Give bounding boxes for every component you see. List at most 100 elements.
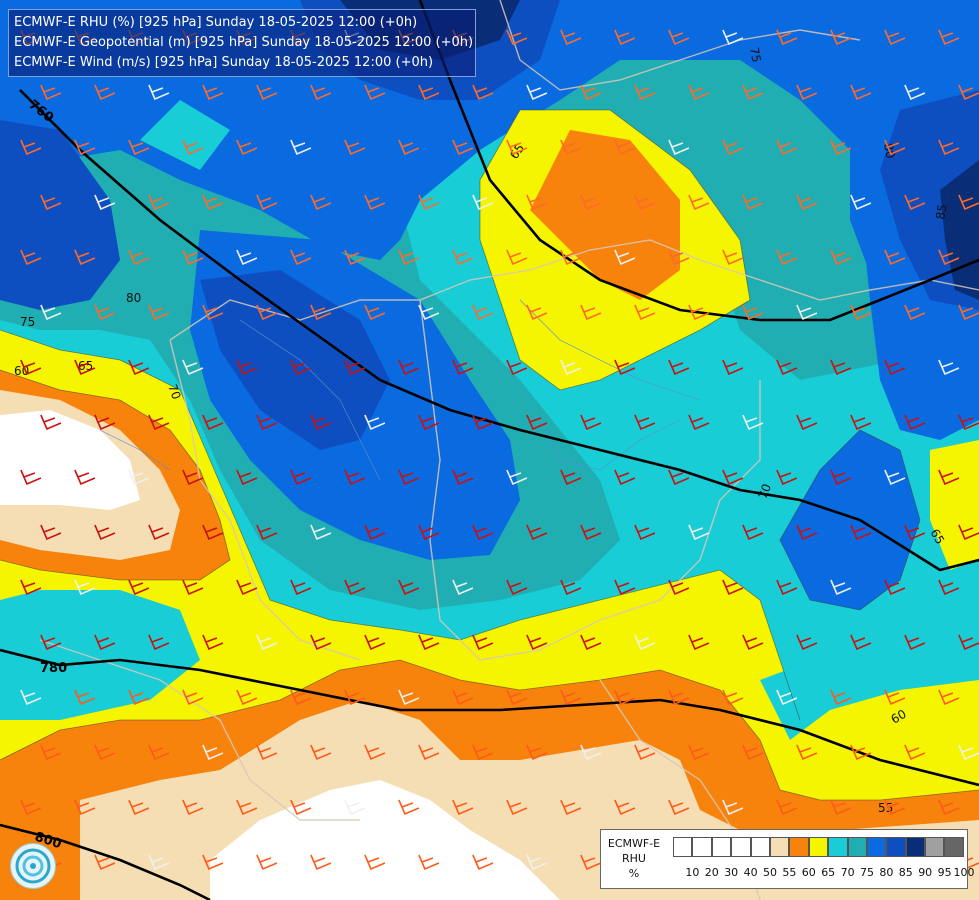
wind-barb-icon: [364, 414, 386, 431]
wind-barb-icon: [958, 414, 979, 431]
wind-barb-icon: [830, 139, 852, 156]
wind-barb-icon: [418, 524, 440, 541]
wind-barb-icon: [256, 414, 278, 431]
rhu-legend: ECMWF-E RHU % 10 20 30 40 50 55 60 65 70 75 80 85 90…: [600, 829, 975, 889]
wind-barb-icon: [526, 524, 548, 541]
wind-barb-icon: [668, 249, 690, 266]
legend-swatch: [789, 837, 809, 857]
wind-barb-icon: [74, 579, 96, 596]
wind-barb-icon: [776, 249, 798, 266]
wind-barb-icon: [310, 524, 332, 541]
legend-swatch: [944, 837, 964, 857]
wind-barb-icon: [256, 304, 278, 321]
legend-tick-label: 10: [685, 866, 700, 879]
legend-tick-label: 55: [782, 866, 797, 879]
wind-barb-icon: [418, 304, 440, 321]
legend-swatch: [711, 837, 732, 857]
wind-barb-icon: [560, 469, 582, 486]
wind-barb-icon: [182, 469, 204, 486]
wind-barb-icon: [796, 194, 818, 211]
wind-barb-icon: [688, 634, 710, 651]
wind-barb-icon: [472, 634, 494, 651]
rhu-contour-label: 75: [747, 46, 763, 63]
wind-barb-icon: [526, 854, 548, 871]
wind-barb-icon: [688, 194, 710, 211]
wind-barb-icon: [830, 359, 852, 376]
wind-barb-icon: [614, 579, 636, 596]
wind-barb-icon: [884, 469, 906, 486]
wind-barb-icon: [398, 689, 420, 706]
wind-barb-icon: [506, 139, 528, 156]
wind-barb-icon: [20, 579, 42, 596]
wind-barb-icon: [614, 469, 636, 486]
country-borders: [39, 0, 979, 900]
wind-barb-icon: [688, 524, 710, 541]
wind-barb-icon: [580, 84, 602, 101]
wind-barb-icon: [472, 854, 494, 871]
wind-barb-icon: [40, 194, 62, 211]
rhu-contour-label: 80: [126, 291, 141, 305]
legend-tick-label: 50: [763, 866, 777, 879]
wind-barb-icon: [884, 799, 906, 816]
wind-barb-icon: [128, 469, 150, 486]
wind-barb-icon: [830, 799, 852, 816]
wind-barb-icon: [580, 414, 602, 431]
wind-barb-icon: [884, 359, 906, 376]
wind-barb-icon: [742, 194, 764, 211]
wind-barb-icon: [722, 689, 744, 706]
wind-barb-icon: [256, 524, 278, 541]
wind-barb-icon: [958, 634, 979, 651]
wind-barb-icon: [634, 84, 656, 101]
wind-barb-icon: [148, 744, 170, 761]
wind-barb-icon: [40, 744, 62, 761]
wind-barb-icon: [580, 744, 602, 761]
wind-barb-icon: [526, 744, 548, 761]
rhu-80-region-east: [780, 430, 920, 610]
wind-barb-icon: [418, 854, 440, 871]
wind-barb-icon: [236, 359, 258, 376]
wind-barb-icon: [742, 524, 764, 541]
wind-barb-icon: [668, 359, 690, 376]
legend-swatch: [769, 837, 790, 857]
wind-barb-icon: [958, 744, 979, 761]
wind-barb-icon: [256, 854, 278, 871]
legend-tick-label: 95: [937, 866, 952, 879]
rhu-50-region-south: [210, 780, 560, 900]
wind-barb-icon: [20, 139, 42, 156]
wind-barb-icon: [344, 689, 366, 706]
wind-barb-icon: [796, 304, 818, 321]
legend-tick-label: 75: [860, 866, 874, 879]
wind-barb-icon: [236, 579, 258, 596]
wind-barb-icon: [310, 194, 332, 211]
wind-barb-icon: [506, 359, 528, 376]
wind-barb-icon: [938, 689, 960, 706]
wind-barb-icon: [452, 469, 474, 486]
wind-barb-icon: [938, 469, 960, 486]
wind-barb-icon: [364, 84, 386, 101]
rhu-60-region-north: [530, 130, 680, 300]
wind-barb-icon: [560, 29, 582, 46]
wind-barb-icon: [344, 249, 366, 266]
wind-barb-icon: [884, 139, 906, 156]
legend-tick-label: 60: [801, 866, 816, 879]
wind-barb-icon: [344, 139, 366, 156]
wind-barb-icon: [830, 469, 852, 486]
wind-barb-icon: [20, 249, 42, 266]
wind-barb-icon: [40, 524, 62, 541]
wind-barb-icon: [722, 29, 744, 46]
legend-title: ECMWF-E RHU %: [603, 836, 665, 881]
wind-barb-icon: [796, 634, 818, 651]
wind-barb-icon: [74, 249, 96, 266]
wind-barb-icon: [236, 139, 258, 156]
wind-barb-icon: [688, 84, 710, 101]
wind-barb-icon: [418, 194, 440, 211]
wind-barb-icon: [202, 304, 224, 321]
wind-barb-icon: [128, 359, 150, 376]
wind-barb-icon: [236, 469, 258, 486]
wind-barb-icon: [182, 689, 204, 706]
wind-barb-icon: [128, 799, 150, 816]
wind-barb-icon: [634, 414, 656, 431]
wind-barb-icon: [364, 744, 386, 761]
wind-barb-icon: [344, 469, 366, 486]
